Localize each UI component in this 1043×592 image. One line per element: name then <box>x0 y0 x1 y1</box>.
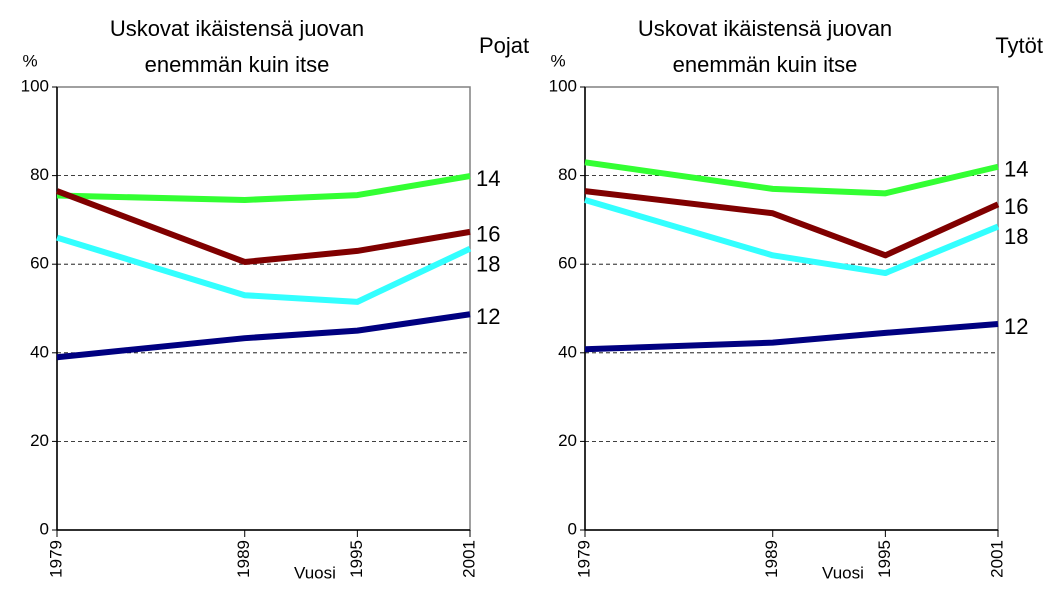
x-tick-label: 1989 <box>234 540 253 578</box>
x-tick-label: 2001 <box>987 540 1006 578</box>
x-tick-label: 1995 <box>875 540 894 578</box>
series-label: 16 <box>476 222 500 247</box>
y-tick-label: 80 <box>558 165 577 184</box>
series-label: 18 <box>476 252 500 277</box>
plot-frame <box>584 86 999 531</box>
y-tick-label: 60 <box>558 254 577 273</box>
plot-frame <box>56 86 471 531</box>
y-tick-label: 100 <box>21 76 49 95</box>
chart-title: Uskovat ikäistensä juovan <box>638 16 892 41</box>
y-tick-label: 20 <box>558 431 577 450</box>
y-tick-label: 0 <box>568 519 577 538</box>
y-axis-label: % <box>550 51 565 70</box>
y-tick-label: 100 <box>549 76 577 95</box>
series-line <box>584 159 999 197</box>
x-tick-label: 1979 <box>46 540 65 578</box>
y-axis-label: % <box>22 51 37 70</box>
series-label: 14 <box>1004 157 1028 182</box>
chart-title: enemmän kuin itse <box>673 52 858 77</box>
y-tick-label: 20 <box>30 431 49 450</box>
x-tick-label: 1989 <box>762 540 781 578</box>
series-line <box>56 173 471 203</box>
chart: Uskovat ikäistensä juovan enemmän kuin it… <box>21 16 530 583</box>
series-line <box>584 321 999 353</box>
x-tick-label: 1995 <box>347 540 366 578</box>
x-axis-label: Vuosi <box>822 563 864 582</box>
y-tick-label: 0 <box>40 519 49 538</box>
y-tick-label: 40 <box>558 342 577 361</box>
series-line <box>56 234 472 305</box>
series-line <box>584 197 1000 277</box>
chart-subtitle: Pojat <box>479 33 529 58</box>
series-label: 12 <box>1004 314 1028 339</box>
x-tick-label: 1979 <box>574 540 593 578</box>
series-label: 18 <box>1004 224 1028 249</box>
series-label: 12 <box>476 304 500 329</box>
y-tick-label: 40 <box>30 342 49 361</box>
series-line <box>56 311 471 361</box>
y-tick-label: 80 <box>30 165 49 184</box>
series-line <box>584 188 1000 259</box>
series-label: 14 <box>476 166 500 191</box>
chart: Uskovat ikäistensä juovan enemmän kuin it… <box>549 16 1043 583</box>
chart-title: Uskovat ikäistensä juovan <box>110 16 364 41</box>
series-label: 16 <box>1004 194 1028 219</box>
y-tick-label: 60 <box>30 254 49 273</box>
x-axis-label: Vuosi <box>294 563 336 582</box>
x-tick-label: 2001 <box>459 540 478 578</box>
series-line <box>55 188 471 265</box>
chart-subtitle: Tytöt <box>995 33 1043 58</box>
chart-title: enemmän kuin itse <box>145 52 330 77</box>
